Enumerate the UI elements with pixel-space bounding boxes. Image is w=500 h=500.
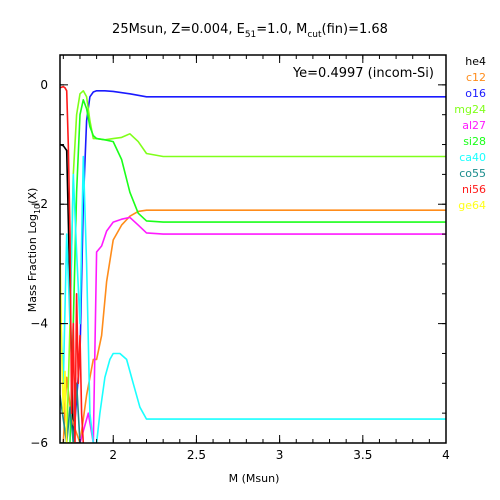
y-tick-label: −4 — [30, 317, 48, 331]
x-axis-title: M (Msun) — [229, 472, 280, 485]
legend-item-mg24: mg24 — [454, 103, 486, 116]
y-tick-label: −2 — [30, 197, 48, 211]
chart-title-end: (fin)=1.68 — [322, 22, 388, 37]
series-line-ca40 — [60, 155, 446, 443]
ticks-layer: 2 2.5 3 3.5 4 0 −2 −4 −6 — [30, 54, 450, 462]
chart-title-mid: =1.0, M — [256, 22, 307, 37]
annotation-ye: Ye=0.4997 (incom-Si) — [292, 66, 434, 81]
series-line-ge64 — [60, 245, 77, 443]
legend-item-si28: si28 — [463, 135, 486, 148]
x-tick-label: 2 — [109, 448, 117, 462]
legend-item-c12: c12 — [466, 71, 486, 84]
legend-item-he4: he4 — [465, 55, 486, 68]
x-tick-label: 2.5 — [187, 448, 206, 462]
legend: he4 c12 o16 mg24 al27 si28 ca40 co55 ni56 ge64 — [454, 55, 486, 212]
series-line-si28 — [60, 99, 446, 443]
series-line-o16 — [60, 90, 446, 443]
x-tick-label: 4 — [442, 448, 450, 462]
y-axis-title-sub: 10 — [33, 204, 42, 214]
chart-title-sub1: 51 — [245, 30, 256, 40]
x-tick-label: 3.5 — [353, 448, 372, 462]
legend-item-ca40: ca40 — [459, 151, 486, 164]
series-line-ni56 — [60, 85, 85, 443]
y-tick-label: 0 — [40, 78, 48, 92]
legend-item-co55: co55 — [459, 167, 486, 180]
series-line-mg24 — [60, 90, 446, 443]
series-layer — [60, 85, 446, 443]
series-line-co55 — [60, 382, 81, 443]
chart-title: 25Msun, Z=0.004, E51=1.0, Mcut(fin)=1.68 — [112, 22, 388, 40]
y-axis-title-end: (X) — [26, 188, 39, 204]
chart-title-main: 25Msun, Z=0.004, E — [112, 22, 245, 37]
plot-frame — [59, 54, 447, 444]
y-axis-title-main: Mass Fraction Log — [26, 214, 39, 312]
legend-item-ge64: ge64 — [458, 199, 486, 212]
x-tick-label: 3 — [276, 448, 284, 462]
y-tick-label: −6 — [30, 436, 48, 450]
legend-item-o16: o16 — [465, 87, 486, 100]
series-line-al27 — [60, 216, 446, 443]
chart-title-sub2: cut — [307, 30, 322, 40]
series-line-c12 — [60, 209, 446, 443]
legend-item-ni56: ni56 — [462, 183, 486, 196]
legend-item-al27: al27 — [462, 119, 486, 132]
y-axis-title: Mass Fraction Log10(X) — [26, 188, 42, 313]
